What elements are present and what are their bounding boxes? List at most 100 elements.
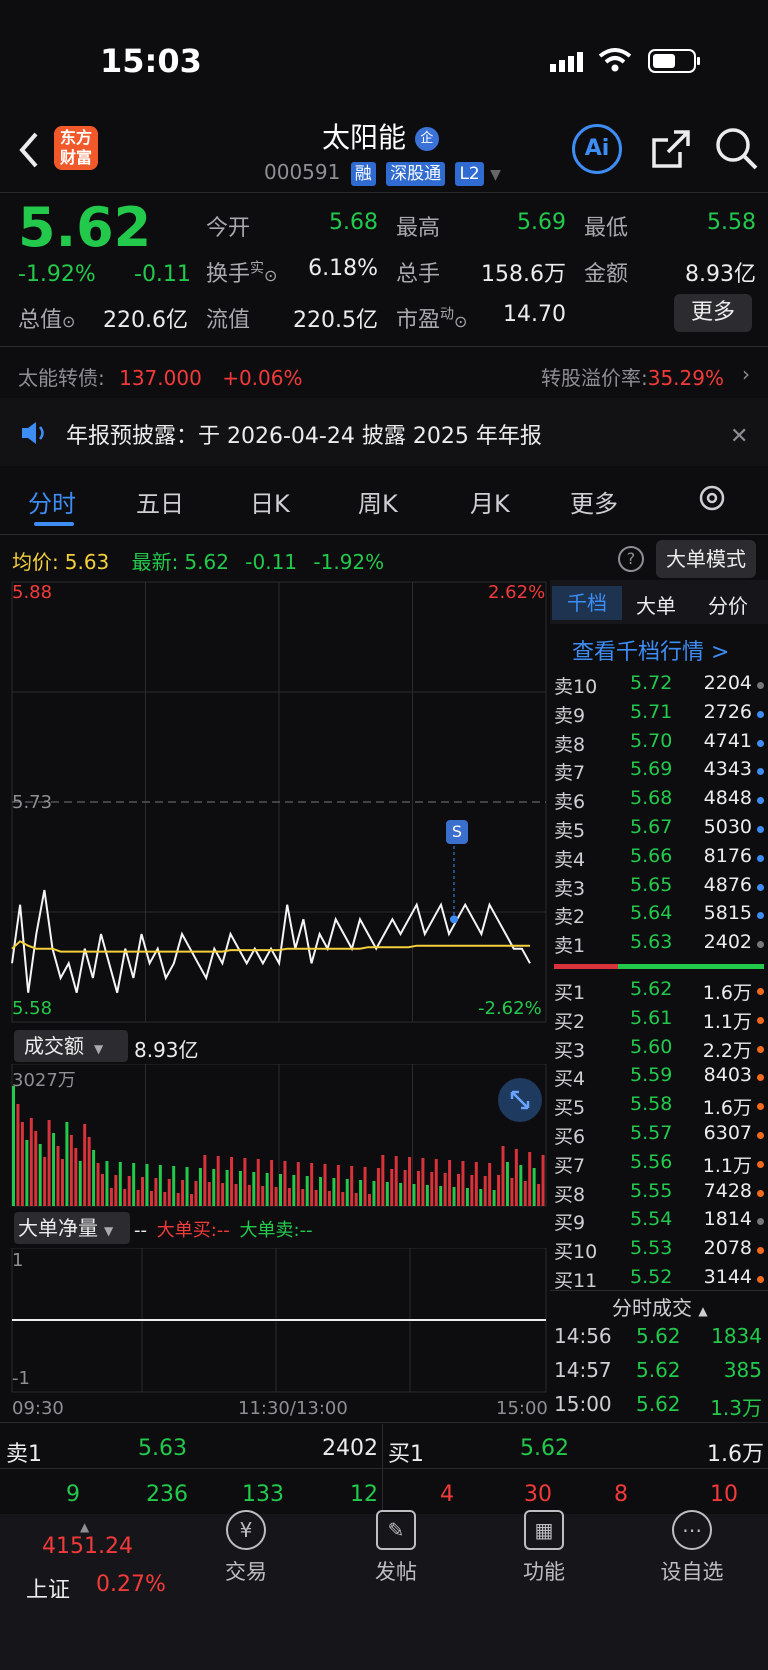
bid-row[interactable]: 买5 5.58 1.6万 [554, 1093, 764, 1121]
bid-volume: 1.6万 [702, 1097, 752, 1120]
trades-header[interactable]: 分时成交 ▲ [612, 1296, 708, 1320]
index-ticker[interactable]: ▲ 4151.24 上证 0.27% [26, 1520, 166, 1603]
ask-row[interactable]: 卖9 5.71 2726 [554, 701, 764, 729]
volume-bar [510, 1178, 514, 1206]
ask-label: 卖9 [554, 704, 586, 727]
bid-row[interactable]: 买3 5.60 2.2万 [554, 1036, 764, 1064]
bid-row[interactable]: 买8 5.55 7428 [554, 1180, 764, 1208]
volume-bar [514, 1149, 518, 1206]
ask-row[interactable]: 卖6 5.68 4848 [554, 787, 764, 815]
bond-price: 137.000 [119, 366, 202, 390]
volume-bar [394, 1156, 398, 1206]
volume-bar [154, 1178, 158, 1206]
volume-bar [163, 1192, 167, 1206]
ask-row[interactable]: 卖5 5.67 5030 [554, 816, 764, 844]
volume-bar [207, 1182, 211, 1206]
ai-button[interactable]: Ai [572, 124, 622, 174]
high-label: 最高 [396, 216, 441, 241]
volume-bar [376, 1168, 380, 1206]
volume-max: 3027万 [12, 1070, 76, 1091]
ask-row[interactable]: 卖2 5.64 5815 [554, 902, 764, 930]
buy-count: 10 [710, 1482, 738, 1507]
latest-price: 5.62 [184, 550, 229, 574]
bid-price: 5.58 [630, 1093, 673, 1116]
orderbook-tab-depth[interactable]: 千档 [552, 586, 622, 620]
ask-row[interactable]: 卖7 5.69 4343 [554, 758, 764, 786]
search-icon[interactable] [714, 126, 760, 176]
trade-volume: 1.3万 [710, 1396, 762, 1420]
volume-bar [368, 1194, 371, 1206]
volume-bar [252, 1172, 256, 1206]
volume-bar [194, 1181, 198, 1206]
nav-watchlist[interactable]: ⋯ 设自选 [642, 1510, 742, 1586]
bid-volume: 1.6万 [702, 982, 752, 1004]
big-order-mode-button[interactable]: 大单模式 [656, 540, 756, 578]
nav-trade[interactable]: ¥ 交易 [196, 1510, 296, 1586]
share-icon[interactable] [650, 128, 692, 174]
bond-row[interactable]: 太能转债: 137.000 +0.06% 转股溢价率:35.29% › [18, 362, 754, 391]
tab-weekly[interactable]: 周K [358, 490, 398, 518]
info-icon[interactable]: ⊙ [454, 312, 468, 331]
ask-row[interactable]: 卖8 5.70 4741 [554, 730, 764, 758]
bid-label: 买2 [554, 1010, 586, 1033]
volume-bar [136, 1190, 140, 1206]
volume-bar [60, 1159, 64, 1206]
big-order-dropdown[interactable]: 大单净量 ▼ [14, 1212, 130, 1244]
bid-row[interactable]: 买6 5.57 6307 [554, 1122, 764, 1150]
volume-bar [399, 1183, 403, 1206]
orderbook-tab-price[interactable]: 分价 [708, 594, 748, 618]
bid-row[interactable]: 买10 5.53 2078 [554, 1237, 764, 1265]
more-button[interactable]: 更多 [674, 294, 752, 332]
view-depth-link[interactable]: 查看千档行情 > [572, 640, 730, 665]
ask-row[interactable]: 卖10 5.72 2204 [554, 672, 764, 700]
ask-row[interactable]: 卖3 5.65 4876 [554, 874, 764, 902]
app-logo[interactable]: 东方财富 [54, 126, 98, 170]
ask-row[interactable]: 卖1 5.63 2402 [554, 931, 764, 959]
info-icon[interactable]: ⊙ [264, 266, 278, 285]
tab-monthly[interactable]: 月K [470, 490, 510, 518]
notice-text[interactable]: 年报预披露：于 2026-04-24 披露 2025 年年报 [66, 424, 542, 449]
chevron-down-icon[interactable]: ▼ [490, 167, 501, 183]
back-icon[interactable] [16, 130, 42, 174]
ask-label: 卖1 [554, 935, 586, 958]
volume-bar [327, 1191, 331, 1206]
info-icon[interactable]: ⊙ [62, 312, 76, 331]
volume-bar [118, 1162, 122, 1206]
help-icon[interactable]: ? [618, 546, 644, 572]
change-value: -0.11 [134, 262, 191, 287]
price-axis-bottom: 5.58 [12, 998, 53, 1019]
margin-tag: 融 [350, 162, 376, 186]
volume-bar [123, 1189, 127, 1206]
bid-dot [757, 1132, 764, 1139]
gear-icon[interactable] [696, 482, 728, 520]
close-icon[interactable]: ✕ [730, 424, 749, 449]
volume-bar [190, 1194, 193, 1206]
bid-row[interactable]: 买4 5.59 8403 [554, 1064, 764, 1092]
pe-value: 14.70 [503, 302, 566, 327]
orderbook-tab-bigorder[interactable]: 大单 [636, 594, 676, 618]
tab-daily[interactable]: 日K [250, 490, 290, 518]
volume-bar [474, 1162, 478, 1206]
volume-dropdown[interactable]: 成交额 ▼ [14, 1030, 128, 1062]
time-label-open: 09:30 [12, 1398, 64, 1419]
bid-row[interactable]: 买1 5.62 1.6万 [554, 978, 764, 1006]
intraday-chart[interactable] [0, 580, 550, 1026]
bid-volume: 6307 [703, 1122, 752, 1144]
tab-five-day[interactable]: 五日 [136, 490, 184, 518]
bid-row[interactable]: 买2 5.61 1.1万 [554, 1007, 764, 1035]
bid-row[interactable]: 买7 5.56 1.1万 [554, 1151, 764, 1179]
tab-intraday[interactable]: 分时 [28, 490, 76, 518]
bid-row[interactable]: 买9 5.54 1814 [554, 1208, 764, 1236]
bid-row[interactable]: 买11 5.52 3144 [554, 1266, 764, 1294]
nav-functions[interactable]: ▦ 功能 [494, 1510, 594, 1586]
expand-icon[interactable] [498, 1078, 542, 1122]
ask-row[interactable]: 卖4 5.66 8176 [554, 845, 764, 873]
signal-marker[interactable]: S [446, 820, 468, 844]
tab-more[interactable]: 更多 [570, 490, 618, 518]
turnover-label: 换手实⊙ [206, 260, 278, 287]
volume-bar [74, 1148, 78, 1206]
nav-post[interactable]: ✎ 发帖 [346, 1510, 446, 1586]
volume-bar [301, 1189, 305, 1206]
volume-bar [105, 1161, 109, 1206]
pct-axis-bottom: -2.62% [478, 998, 542, 1019]
